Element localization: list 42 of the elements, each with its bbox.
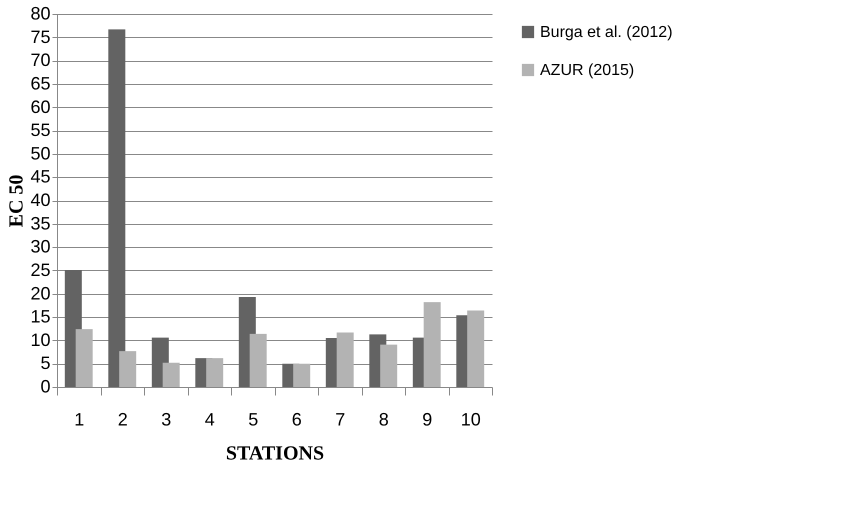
y-axis-title: EC 50: [5, 174, 28, 228]
y-tick-label: 45: [30, 166, 50, 187]
x-tick-label: 2: [118, 410, 128, 430]
x-tick-label: 10: [460, 410, 481, 430]
y-tick-label: 35: [30, 213, 50, 234]
bar: [424, 302, 441, 387]
y-tick-label: 70: [30, 50, 50, 70]
bar: [467, 310, 484, 387]
y-tick-label: 75: [30, 26, 50, 47]
x-tick-label: 9: [422, 410, 432, 430]
x-axis-title: STATIONS: [226, 442, 324, 464]
legend-label: AZUR (2015): [540, 62, 634, 79]
bar: [206, 358, 224, 387]
y-tick-label: 40: [30, 190, 50, 210]
y-tick-label: 50: [30, 143, 50, 164]
x-tick-label: 4: [204, 410, 215, 430]
y-tick-label: 10: [30, 330, 50, 350]
x-tick-label: 7: [335, 410, 346, 430]
y-tick-label: 65: [30, 73, 50, 94]
x-tick-label: 8: [378, 410, 389, 430]
bar: [293, 364, 310, 387]
y-tick-label: 15: [30, 306, 50, 327]
bar: [336, 332, 354, 387]
y-tick-label: 25: [30, 260, 50, 280]
y-tick-label: 5: [40, 353, 50, 374]
x-tick-label: 6: [292, 410, 302, 430]
bar: [380, 344, 398, 387]
bar: [119, 351, 136, 387]
y-tick-label: 20: [30, 283, 50, 304]
x-tick-label: 3: [161, 410, 172, 430]
y-tick-label: 30: [30, 236, 50, 257]
x-tick-label: 5: [248, 410, 258, 430]
y-tick-label: 55: [30, 120, 50, 140]
y-tick-label: 0: [40, 376, 50, 396]
bar: [108, 29, 126, 387]
y-tick-label: 80: [30, 4, 50, 24]
x-tick-label: 1: [74, 410, 84, 430]
bar: [162, 362, 180, 387]
bar: [76, 329, 93, 387]
legend-label: Burga et al. (2012): [540, 24, 673, 41]
bar: [250, 334, 267, 387]
y-tick-label: 60: [30, 96, 50, 117]
